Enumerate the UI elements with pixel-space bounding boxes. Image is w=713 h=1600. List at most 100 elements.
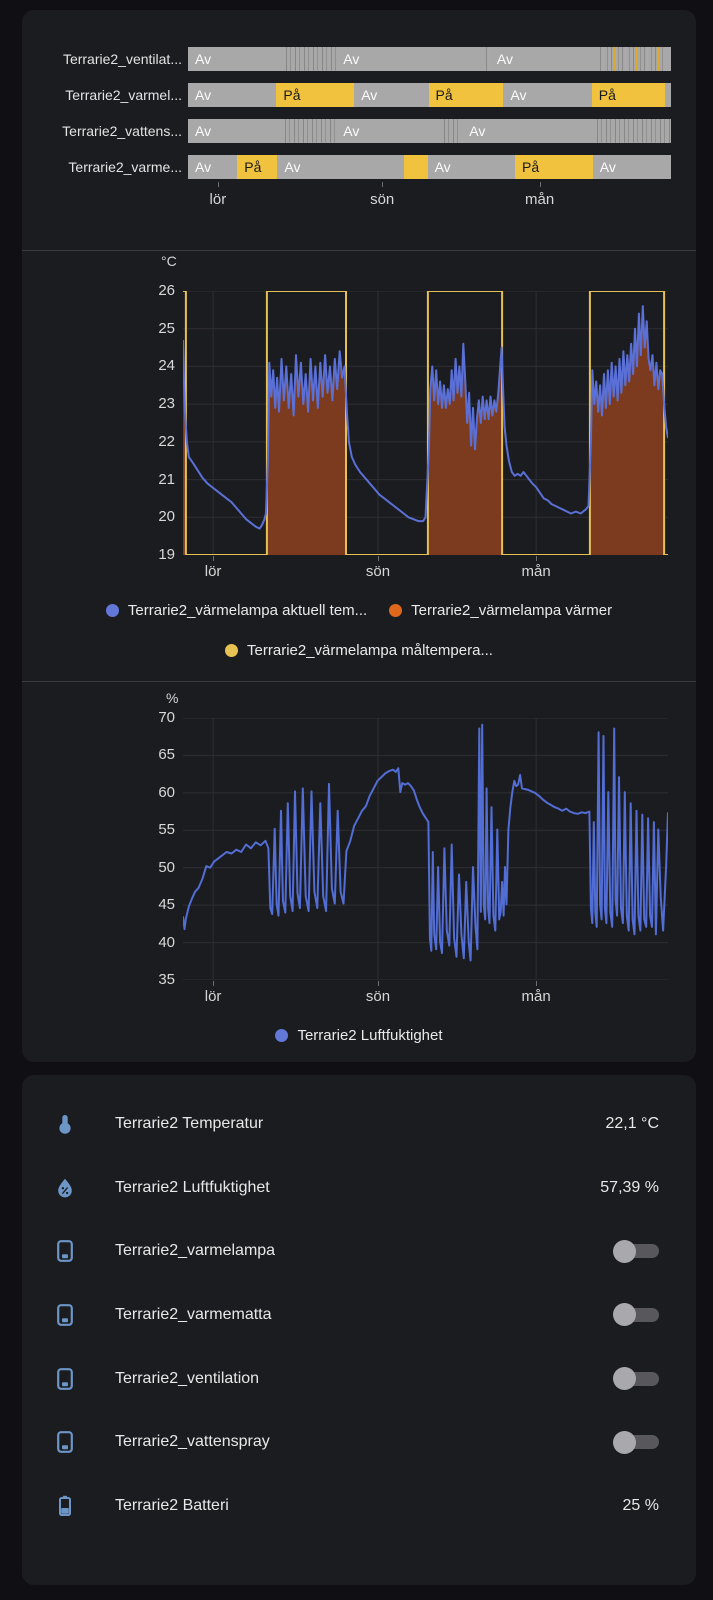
x-axis-tick: [213, 981, 215, 986]
y-axis-tick-label: 23: [158, 395, 175, 413]
humidity-icon[interactable]: [53, 1176, 77, 1200]
history-bar-segment[interactable]: På: [428, 83, 504, 107]
legend-dot-icon: [105, 604, 119, 617]
toggle-knob: [613, 1367, 636, 1391]
y-axis-tick-label: 60: [158, 783, 175, 801]
x-axis-tick: [382, 182, 384, 187]
history-row-bar[interactable]: Av På Av Av På Av: [188, 155, 671, 179]
y-axis-unit: %: [166, 690, 179, 706]
segment-state-label: Av: [599, 159, 616, 175]
history-bar-segment[interactable]: [404, 155, 428, 179]
entity-row[interactable]: Terrarie2_vattenspray: [53, 1410, 659, 1474]
history-bar-segment[interactable]: På: [276, 83, 355, 107]
segment-state-label: Av: [195, 87, 212, 103]
segment-state-label: Av: [434, 159, 451, 175]
y-axis-tick-label: 26: [158, 282, 175, 299]
x-axis-label: lör: [209, 191, 227, 208]
heating-area: [427, 343, 503, 555]
segment-state-label: Av: [343, 51, 360, 67]
x-axis-tick: [217, 182, 219, 187]
entity-row[interactable]: Terrarie2 Batteri 25 %: [53, 1474, 659, 1538]
x-axis-label: lör: [204, 988, 222, 1005]
segment-state-label: Av: [361, 87, 378, 103]
segment-state-label: Av: [195, 123, 212, 139]
history-bar-segment[interactable]: [663, 47, 671, 71]
entity-name: Terrarie2 Temperatur: [115, 1114, 264, 1132]
history-bar-segment[interactable]: Av: [503, 83, 592, 107]
y-axis-tick-label: 22: [158, 432, 175, 450]
entity-toggle[interactable]: [613, 1430, 659, 1454]
entity-row[interactable]: Terrarie2_ventilation: [53, 1347, 659, 1411]
history-bar-segment[interactable]: [665, 83, 671, 107]
series-line: [182, 723, 669, 962]
entity-row[interactable]: Terrarie2 Luftfuktighet 57,39 %: [53, 1156, 659, 1220]
legend-item[interactable]: Terrarie2_värmelampa aktuell tem...: [105, 602, 367, 619]
entity-state-value: 22,1 °C: [605, 1114, 659, 1132]
x-axis-label: sön: [370, 191, 395, 208]
light-switch-icon[interactable]: [53, 1367, 77, 1391]
y-axis-tick-label: 19: [158, 546, 175, 563]
entity-toggle[interactable]: [613, 1367, 659, 1391]
x-axis-label: lör: [204, 563, 222, 580]
toggle-knob: [613, 1239, 636, 1263]
history-bar-segment[interactable]: [482, 47, 490, 71]
entity-row[interactable]: Terrarie2_varmelampa: [53, 1219, 659, 1283]
history-bar-segment[interactable]: Av: [336, 119, 440, 143]
history-row-bar[interactable]: Av Av Av: [188, 47, 671, 71]
segment-state-label: På: [283, 87, 301, 103]
thermometer-icon[interactable]: [53, 1112, 77, 1136]
history-bar-segment[interactable]: På: [515, 155, 593, 179]
history-bar-segment[interactable]: Av: [188, 155, 238, 179]
x-axis-tick: [539, 182, 541, 187]
entity-name: Terrarie2_ventilation: [115, 1369, 260, 1387]
entities-card: Terrarie2 Temperatur 22,1 °C Terrarie2 Luf…: [22, 1075, 696, 1585]
toggle-knob: [613, 1303, 636, 1327]
legend-item[interactable]: Terrarie2_värmelampa måltempera...: [225, 642, 493, 659]
legend-item[interactable]: Terrarie2 Luftfuktighet: [275, 1027, 443, 1044]
x-axis-tick: [378, 556, 379, 561]
history-bar-segment[interactable]: Av: [489, 47, 598, 71]
history-bar-segment[interactable]: På: [237, 155, 278, 179]
history-bar-segment[interactable]: Av: [354, 83, 429, 107]
history-bar-segment[interactable]: [439, 119, 463, 143]
segment-state-label: Av: [284, 159, 301, 175]
entity-toggle[interactable]: [613, 1303, 659, 1327]
history-row-label: Terrarie2_varme...: [68, 159, 182, 175]
history-row-label: Terrarie2_vattens...: [62, 123, 182, 139]
history-bar-segment[interactable]: [597, 47, 664, 71]
y-axis-tick-label: 24: [158, 357, 175, 375]
history-bar-segment[interactable]: Av: [336, 47, 483, 71]
history-row-label: Terrarie2_varmel...: [65, 87, 182, 103]
entity-row[interactable]: Terrarie2_varmematta: [53, 1283, 659, 1347]
battery-icon[interactable]: [53, 1494, 77, 1518]
segment-state-label: På: [598, 87, 616, 103]
legend-item[interactable]: Terrarie2_värmelampa värmer: [389, 602, 612, 619]
history-bar-segment[interactable]: Av: [462, 119, 593, 143]
history-row-bar[interactable]: Av På Av På Av På: [188, 83, 671, 107]
history-bar-segment[interactable]: Av: [427, 155, 515, 179]
entity-row[interactable]: Terrarie2 Temperatur 22,1 °C: [53, 1092, 659, 1156]
light-switch-icon[interactable]: [53, 1430, 77, 1454]
history-bar-segment[interactable]: Av: [188, 47, 283, 71]
divider: [22, 250, 696, 251]
entity-toggle[interactable]: [613, 1239, 659, 1263]
history-bar-segment[interactable]: Av: [277, 155, 405, 179]
history-bar-segment[interactable]: [282, 47, 337, 71]
light-switch-icon[interactable]: [53, 1303, 77, 1327]
divider: [22, 681, 696, 682]
y-axis-tick-label: 40: [158, 933, 175, 951]
history-bar-segment[interactable]: Av: [592, 155, 671, 179]
light-switch-icon[interactable]: [53, 1239, 77, 1263]
history-bar-segment[interactable]: Av: [188, 83, 277, 107]
segment-state-label: Av: [469, 123, 486, 139]
legend-dot-icon: [389, 604, 403, 617]
history-row-bar[interactable]: Av Av Av: [188, 119, 671, 143]
segment-state-label: På: [435, 87, 453, 103]
history-and-charts-card: Terrarie2_ventilat... Av Av Av Terrarie2_var…: [22, 10, 696, 1062]
history-bar-segment[interactable]: [281, 119, 337, 143]
history-bar-segment[interactable]: På: [591, 83, 666, 107]
series-line: [182, 305, 669, 530]
history-bar-segment[interactable]: Av: [188, 119, 282, 143]
history-bar-segment[interactable]: [592, 119, 671, 143]
chart-plot: [182, 717, 669, 981]
